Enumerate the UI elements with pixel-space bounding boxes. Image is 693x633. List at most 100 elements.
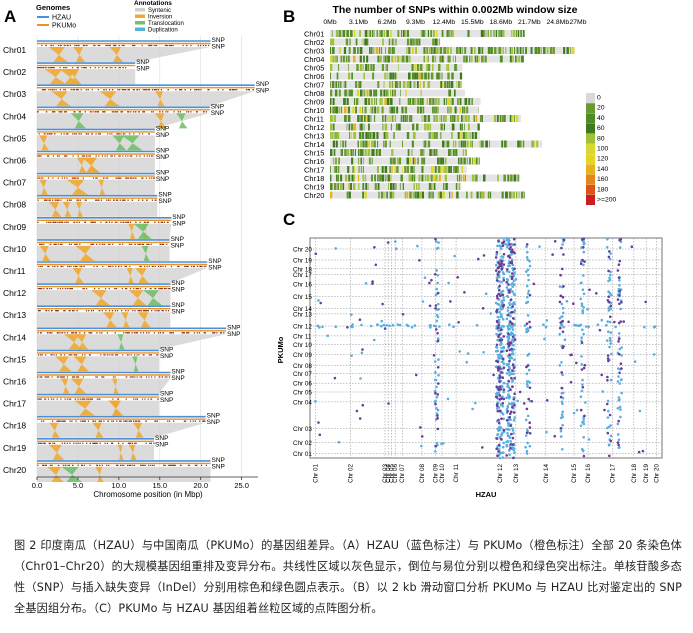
density-stripe	[460, 174, 462, 182]
density-stripe	[517, 55, 518, 63]
chromosome-label: Chr01	[3, 45, 26, 55]
rearrangement-band	[64, 334, 83, 350]
density-stripe	[439, 157, 440, 165]
chromosome-label: Chr10	[304, 106, 324, 115]
density-stripe	[411, 47, 414, 54]
density-stripe	[350, 89, 353, 97]
x-tick-label: 10.0	[112, 481, 127, 490]
density-stripe	[367, 183, 369, 190]
density-stripe	[444, 174, 447, 182]
panel-a-synteny-plot: A Genomes HZAU PKUMo Annotations Synteni…	[3, 0, 269, 499]
legend-swatch	[586, 93, 595, 103]
x-tick-label: 24.8Mb	[546, 19, 569, 26]
chromosome-label: Chr17	[304, 166, 324, 175]
density-stripe	[394, 115, 397, 122]
density-stripe	[452, 149, 455, 156]
density-stripe	[350, 183, 352, 190]
chromosome-label: Chr06	[304, 72, 324, 81]
density-stripe	[478, 157, 480, 165]
density-row: Chr04	[304, 55, 524, 64]
figure-caption: 图 2 印度南瓜（HZAU）与中国南瓜（PKUMo）的基因组差异。（A）HZAU…	[14, 539, 682, 615]
density-bar-background	[330, 98, 481, 105]
density-stripe	[348, 64, 349, 71]
rearrangement-band	[38, 135, 49, 151]
density-stripe	[438, 98, 440, 105]
rearrangement-band	[75, 245, 95, 261]
density-stripe	[364, 98, 368, 105]
density-bar-background	[330, 157, 480, 165]
legend-pkumo-label: PKUMo	[52, 23, 76, 30]
density-stripe	[431, 47, 433, 54]
density-stripe	[455, 183, 458, 190]
density-stripe	[388, 47, 391, 54]
y-tick-label: Chr 09	[293, 352, 312, 359]
density-stripe	[394, 89, 396, 97]
density-stripe	[464, 123, 465, 131]
rearrangement-band	[95, 466, 104, 482]
x-tick-label: 15.0	[152, 481, 167, 490]
chromosome-label: Chr03	[304, 47, 324, 56]
density-stripe	[443, 123, 445, 131]
density-stripe	[330, 183, 333, 190]
density-stripe	[519, 140, 522, 148]
snp-label: SNP	[256, 88, 269, 95]
x-tick-label: Chr 02	[347, 464, 354, 483]
density-stripe	[522, 55, 524, 63]
density-stripe	[465, 115, 468, 122]
density-stripe	[409, 191, 412, 199]
density-stripe	[364, 149, 367, 156]
density-bar-background	[330, 123, 480, 131]
density-stripe	[481, 47, 484, 54]
x-tick-label: Chr 05	[389, 464, 396, 483]
density-stripe	[348, 123, 350, 131]
density-stripe	[513, 30, 516, 37]
density-stripe	[390, 30, 392, 37]
density-bar-background	[330, 140, 543, 148]
density-stripe	[509, 47, 512, 54]
x-tick-label: Chr 04	[385, 464, 392, 483]
density-stripe	[347, 106, 351, 114]
density-stripe	[511, 115, 514, 122]
density-stripe	[429, 98, 432, 105]
density-stripe	[469, 140, 472, 148]
density-stripe	[333, 183, 337, 190]
density-stripe	[432, 98, 435, 105]
density-stripe	[532, 140, 534, 148]
density-stripe	[499, 115, 502, 122]
density-stripe	[483, 174, 486, 182]
density-stripe	[415, 38, 419, 46]
density-stripe	[514, 115, 515, 122]
legend-inversion-label: Inversion	[148, 15, 172, 21]
density-stripe	[430, 123, 432, 131]
density-stripe	[468, 98, 470, 105]
density-stripe	[463, 106, 466, 114]
density-stripe	[445, 183, 448, 190]
density-stripe	[436, 47, 439, 54]
rearrangement-band	[126, 268, 134, 284]
chromosome-label: Chr16	[3, 377, 26, 387]
density-stripe	[460, 140, 463, 148]
x-tick-label: 18.6Mb	[490, 19, 513, 26]
density-stripe	[370, 115, 372, 122]
density-stripe	[393, 106, 396, 114]
density-stripe	[378, 149, 381, 156]
density-stripe	[407, 149, 410, 156]
density-stripe	[372, 72, 375, 80]
density-stripe	[367, 140, 371, 148]
rearrangement-band	[72, 47, 86, 63]
legend-swatch	[586, 113, 595, 124]
density-stripe	[513, 174, 517, 182]
density-stripe	[437, 166, 441, 173]
rearrangement-band	[112, 135, 127, 151]
density-stripe	[519, 191, 521, 199]
density-stripe	[360, 89, 362, 97]
syntenic-band	[37, 91, 255, 107]
density-stripe	[434, 115, 436, 122]
rearrangement-band	[128, 223, 136, 239]
density-stripe	[384, 191, 386, 199]
density-stripe	[335, 140, 338, 148]
density-stripe	[406, 38, 410, 46]
y-tick-label: Chr 05	[293, 390, 312, 397]
